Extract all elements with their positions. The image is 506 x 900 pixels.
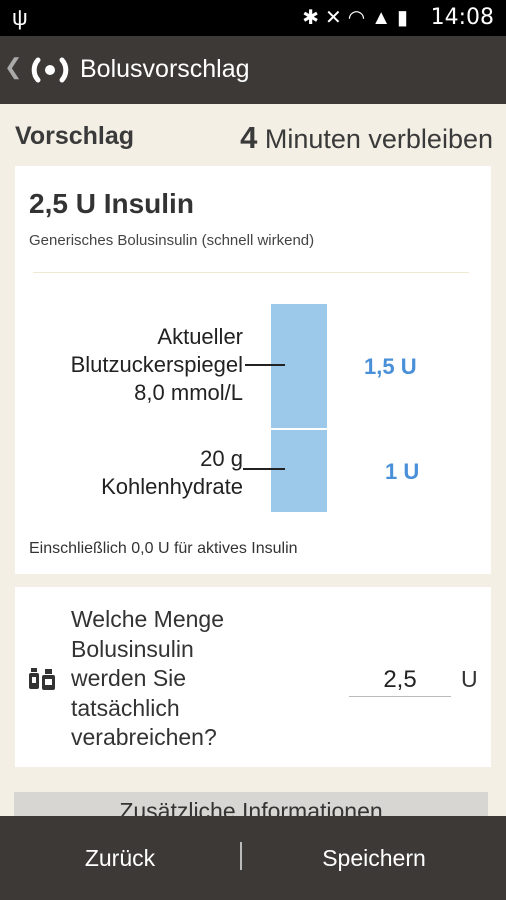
button-separator xyxy=(240,842,242,870)
section-label: Vorschlag xyxy=(15,122,135,150)
mute-icon: ✕ xyxy=(324,7,348,29)
status-time: 14:08 xyxy=(430,5,494,30)
minutes-text: Minuten verbleiben xyxy=(264,124,493,154)
battery-icon: ▮ xyxy=(396,7,414,29)
glucose-insulin-bar xyxy=(271,304,327,428)
time-remaining: 4 Minuten verbleiben xyxy=(240,120,493,156)
glucose-value: 8,0 mmol/L xyxy=(134,380,243,405)
bottom-bar: Zurück Speichern xyxy=(0,816,506,900)
glucose-label: Aktueller Blutzuckerspiegel 8,0 mmol/L xyxy=(71,323,243,407)
back-button[interactable]: Zurück xyxy=(0,816,240,900)
signal-icon: ▲ xyxy=(371,7,397,29)
minutes-value: 4 xyxy=(240,120,258,155)
carbs-amount: 20 g xyxy=(200,446,243,471)
divider xyxy=(33,272,469,273)
dose-input[interactable] xyxy=(349,663,451,697)
carbs-label: 20 g Kohlenhydrate xyxy=(101,445,243,501)
status-bar: ψ ✱✕◠▲▮ 14:08 xyxy=(0,0,506,36)
screen-title: Bolusvorschlag xyxy=(80,55,250,83)
administration-card: Welche Menge Bolusinsulin werden Sie tat… xyxy=(15,587,491,767)
usb-icon: ψ xyxy=(12,5,28,30)
glucose-insulin-amount: 1,5 U xyxy=(364,354,417,379)
active-insulin-note: Einschließlich 0,0 U für aktives Insulin xyxy=(29,540,298,557)
insulin-vial-icon xyxy=(29,668,55,690)
carbs-insulin-bar xyxy=(271,430,327,512)
glucose-label-line1: Aktueller xyxy=(157,324,243,349)
glucose-leader-line xyxy=(245,364,285,366)
status-icons: ✱✕◠▲▮ xyxy=(302,6,414,30)
wifi-icon: ◠ xyxy=(347,7,372,29)
action-bar: ❮ Bolusvorschlag xyxy=(0,36,506,104)
carbs-insulin-amount: 1 U xyxy=(385,459,420,484)
app-logo-icon[interactable] xyxy=(30,50,70,90)
save-button[interactable]: Speichern xyxy=(254,816,494,900)
dose-question: Welche Menge Bolusinsulin werden Sie tat… xyxy=(71,606,224,750)
suggestion-card: 2,5 U Insulin Generisches Bolusinsulin (… xyxy=(15,166,491,574)
suggested-dose: 2,5 U Insulin xyxy=(29,188,194,219)
insulin-type: Generisches Bolusinsulin (schnell wirken… xyxy=(29,232,315,249)
chevron-left-icon[interactable]: ❮ xyxy=(4,54,23,79)
suggestion-header: Vorschlag 4 Minuten verbleiben xyxy=(15,118,493,156)
carbs-leader-line xyxy=(243,468,285,470)
glucose-label-line2: Blutzuckerspiegel xyxy=(70,352,243,377)
dose-unit: U xyxy=(461,666,478,692)
bluetooth-icon: ✱ xyxy=(302,7,325,29)
carbs-label-text: Kohlenhydrate xyxy=(101,474,243,499)
